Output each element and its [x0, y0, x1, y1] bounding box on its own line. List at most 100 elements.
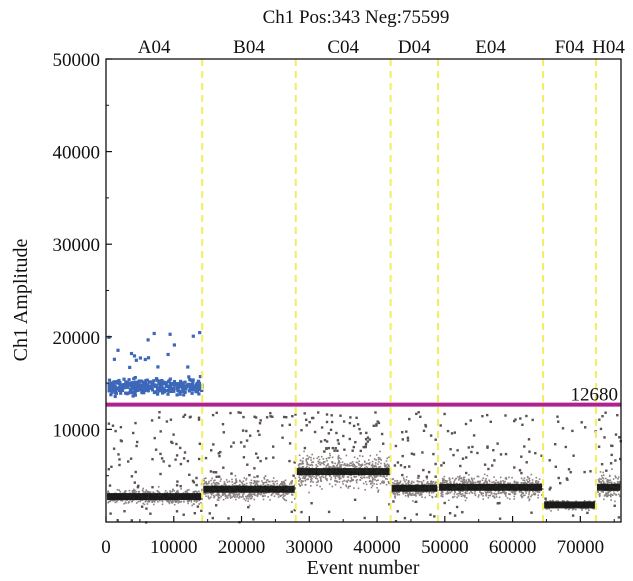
negative-droplet [205, 495, 207, 497]
negative-droplet [449, 491, 451, 494]
negative-droplet [497, 481, 500, 483]
positive-droplet [112, 357, 116, 361]
negative-droplet [173, 499, 176, 502]
negative-droplet [375, 459, 377, 461]
outlier-droplet [179, 485, 182, 488]
outlier-droplet [331, 446, 334, 450]
positive-droplet [178, 392, 182, 396]
negative-droplet [383, 475, 385, 478]
outlier-droplet [616, 414, 619, 417]
negative-droplet [225, 479, 228, 481]
outliers-F04 [544, 415, 597, 517]
negative-droplet [249, 481, 251, 484]
negative-droplet [513, 480, 516, 483]
negative-droplet [302, 457, 304, 460]
negative-droplet [513, 498, 515, 500]
outlier-droplet [162, 460, 165, 463]
negative-droplet [223, 481, 226, 483]
positive-droplet [137, 387, 141, 391]
negative-droplet [340, 464, 343, 466]
negative-droplet [291, 501, 293, 503]
negative-droplet [358, 464, 360, 466]
negative-droplet [428, 491, 431, 493]
negative-droplet [213, 496, 215, 499]
negative-droplet [322, 476, 325, 478]
negative-droplet [176, 489, 179, 492]
negative-droplet [254, 484, 256, 487]
negative-droplet [313, 476, 315, 478]
negative-droplet [135, 502, 138, 504]
outlier-droplet [559, 482, 562, 485]
negative-droplet [315, 464, 317, 466]
negative-droplet [319, 463, 322, 466]
negative-droplet [396, 494, 399, 496]
outlier-droplet [349, 416, 352, 419]
outlier-droplet [342, 434, 345, 438]
negative-droplet [283, 484, 286, 486]
negative-droplet [442, 491, 444, 494]
positive-droplet [161, 380, 165, 384]
negative-droplet [355, 475, 357, 478]
outlier-droplet [151, 458, 154, 461]
negative-droplet [299, 467, 302, 469]
negative-droplet [354, 476, 356, 478]
negative-droplet [235, 478, 237, 480]
negative-droplet [330, 476, 333, 479]
negative-droplet [364, 489, 366, 491]
negative-droplet [420, 491, 422, 493]
outlier-droplet [130, 475, 134, 478]
negative-droplet [368, 474, 371, 476]
negative-droplet [231, 496, 233, 498]
negative-droplet [263, 476, 265, 479]
negative-droplet [424, 496, 426, 499]
outlier-droplet [513, 419, 516, 423]
negative-droplet [201, 498, 203, 501]
negative-droplet [300, 482, 303, 484]
outlier-droplet [618, 436, 621, 439]
negative-droplet [319, 485, 321, 488]
negative-droplet [485, 493, 488, 495]
positive-droplet [117, 378, 121, 383]
negative-droplet [499, 476, 502, 479]
negative-droplet [528, 499, 530, 502]
outlier-droplet [434, 462, 437, 466]
positive-droplet [117, 381, 121, 385]
outlier-droplet [154, 448, 158, 451]
negative-droplet [210, 494, 213, 496]
outlier-droplet [401, 431, 404, 434]
negative-droplet [334, 462, 336, 465]
positive-droplet [189, 378, 193, 382]
outlier-droplet [548, 488, 551, 491]
positive-droplet [132, 391, 137, 395]
negative-droplet [373, 458, 376, 460]
negative-droplet [503, 481, 505, 483]
outlier-droplet [313, 430, 317, 434]
outlier-droplet [601, 415, 604, 418]
negative-droplet [555, 500, 558, 502]
positive-droplet [125, 385, 129, 389]
negative-droplet [278, 493, 280, 496]
outlier-droplet [327, 446, 330, 450]
negative-droplet [462, 476, 465, 479]
outlier-droplet [243, 445, 246, 448]
negative-droplet [449, 481, 452, 483]
negative-droplet [495, 496, 498, 498]
outlier-droplet [359, 449, 362, 453]
negative-droplet [504, 480, 506, 483]
negative-droplet [385, 475, 388, 477]
outlier-droplet [556, 415, 559, 418]
negative-droplet [283, 495, 285, 497]
negative-droplet [611, 468, 613, 470]
positive-droplet [182, 393, 186, 397]
outlier-droplet [406, 436, 410, 439]
negative-droplet [485, 477, 487, 480]
positive-droplet [130, 390, 134, 395]
negative-droplet [443, 478, 445, 481]
negative-droplet [240, 496, 242, 498]
outlier-droplet [254, 416, 258, 419]
negative-droplet [141, 489, 144, 492]
outlier-droplet [434, 438, 437, 441]
negative-droplet [276, 480, 278, 482]
outlier-droplet [283, 415, 286, 419]
